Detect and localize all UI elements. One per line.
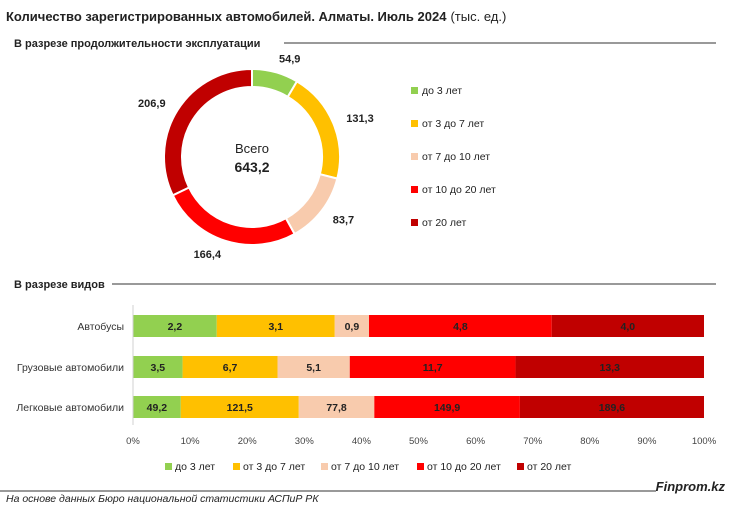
section-title-duration: В разрезе продолжительности эксплуатации	[14, 38, 260, 50]
x-tick-label: 30%	[295, 436, 315, 447]
legend-swatch	[517, 463, 524, 470]
donut-slice-от-3-до-7-лет	[286, 79, 341, 180]
bar-value-label: 121,5	[227, 402, 253, 414]
bar-segment-от-10-до-20-лет	[349, 356, 516, 378]
legend-label: до 3 лет	[422, 85, 462, 97]
bar-value-label: 13,3	[600, 362, 621, 374]
legend-swatch	[165, 463, 172, 470]
category-label: Легковые автомобили	[16, 402, 124, 414]
legend-label: от 20 лет	[527, 461, 572, 473]
legend-swatch	[417, 463, 424, 470]
legend-label: от 10 до 20 лет	[427, 461, 501, 473]
donut-center-value: 643,2	[234, 159, 269, 175]
bar-value-label: 0,9	[345, 321, 360, 333]
bar-value-label: 149,9	[434, 402, 460, 414]
chart-title: Количество зарегистрированных автомобиле…	[6, 9, 506, 24]
bar-value-label: 11,7	[423, 362, 443, 374]
x-tick-label: 60%	[466, 436, 486, 447]
x-tick-label: 70%	[523, 436, 543, 447]
legend-swatch	[411, 186, 418, 193]
donut-slice-от-10-до-20-лет	[171, 186, 296, 246]
bar-segment-от-20-лет	[519, 396, 704, 418]
bar-segment-от-20-лет	[515, 356, 704, 378]
footer-source: На основе данных Бюро национальной стати…	[6, 493, 319, 505]
footer-brand: Finprom.kz	[656, 479, 726, 494]
section-title-types: В разрезе видов	[14, 279, 105, 291]
x-tick-label: 40%	[352, 436, 372, 447]
donut-slice-от-20-лет	[163, 67, 253, 197]
bar-segment-от-3-до-7-лет	[216, 315, 335, 337]
bar-segment-от-3-до-7-лет	[180, 396, 299, 418]
bar-segment-от-3-до-7-лет	[182, 356, 278, 378]
donut-value-labels: 54,9 131,3 83,7 166,4 206,9	[138, 54, 374, 262]
bar-segment-от-20-лет	[551, 315, 704, 337]
bar-value-label: 3,1	[268, 321, 283, 333]
donut-value-label: 206,9	[138, 98, 166, 110]
legend-label: до 3 лет	[175, 461, 215, 473]
x-tick-label: 80%	[580, 436, 600, 447]
legend-swatch	[411, 219, 418, 226]
bar-legend: до 3 лет от 3 до 7 лет от 7 до 10 лет от 10…	[165, 461, 572, 473]
donut-center-label: Всего	[235, 141, 269, 156]
legend-label: от 7 до 10 лет	[331, 461, 399, 473]
legend-label: от 20 лет	[422, 217, 467, 229]
bar-segment-от-10-до-20-лет	[374, 396, 520, 418]
legend-swatch	[411, 120, 418, 127]
donut-value-label: 131,3	[346, 113, 374, 125]
bar-segment-от-7-до-10-лет	[277, 356, 350, 378]
bar-value-label: 49,2	[147, 402, 168, 414]
donut-chart	[163, 67, 341, 246]
bar-segment-от-7-до-10-лет	[334, 315, 370, 337]
bar-segment-до-3-лет	[133, 356, 183, 378]
legend-label: от 10 до 20 лет	[422, 184, 496, 196]
x-tick-label: 90%	[637, 436, 657, 447]
bar-value-label: 4,8	[453, 321, 468, 333]
bar-segment-до-3-лет	[133, 315, 217, 337]
bar-value-label: 2,2	[168, 321, 183, 333]
legend-label: от 3 до 7 лет	[243, 461, 305, 473]
donut-legend: до 3 лет от 3 до 7 лет от 7 до 10 лет от 10…	[411, 85, 496, 229]
donut-slice-от-7-до-10-лет	[284, 172, 339, 236]
bar-value-label: 6,7	[223, 362, 238, 374]
stacked-bar-chart: Автобусы 2,2 3,1 0,9 4,8 4,0 Грузовые автомоби…	[16, 315, 704, 418]
bar-value-label: 4,0	[621, 321, 636, 333]
bar-value-label: 77,8	[326, 402, 347, 414]
donut-value-label: 166,4	[194, 249, 222, 261]
bar-value-label: 5,1	[306, 362, 321, 374]
category-label: Грузовые автомобили	[17, 362, 124, 374]
donut-value-label: 54,9	[279, 54, 300, 66]
x-tick-label: 0%	[126, 436, 140, 447]
x-tick-label: 100%	[692, 436, 717, 447]
x-tick-label: 20%	[238, 436, 258, 447]
legend-label: от 3 до 7 лет	[422, 118, 484, 130]
legend-label: от 7 до 10 лет	[422, 151, 490, 163]
legend-swatch	[411, 87, 418, 94]
x-tick-label: 50%	[409, 436, 429, 447]
bar-value-label: 189,6	[599, 402, 625, 414]
bar-segment-от-10-до-20-лет	[369, 315, 552, 337]
bar-segment-до-3-лет	[133, 396, 181, 418]
legend-swatch	[411, 153, 418, 160]
legend-swatch	[321, 463, 328, 470]
x-axis: 0% 10% 20% 30% 40% 50% 60% 70% 80% 90% 100%	[126, 305, 717, 447]
legend-swatch	[233, 463, 240, 470]
bar-value-label: 3,5	[150, 362, 165, 374]
x-tick-label: 10%	[181, 436, 201, 447]
bar-segment-от-7-до-10-лет	[298, 396, 375, 418]
category-label: Автобусы	[77, 321, 124, 333]
donut-value-label: 83,7	[333, 214, 354, 226]
